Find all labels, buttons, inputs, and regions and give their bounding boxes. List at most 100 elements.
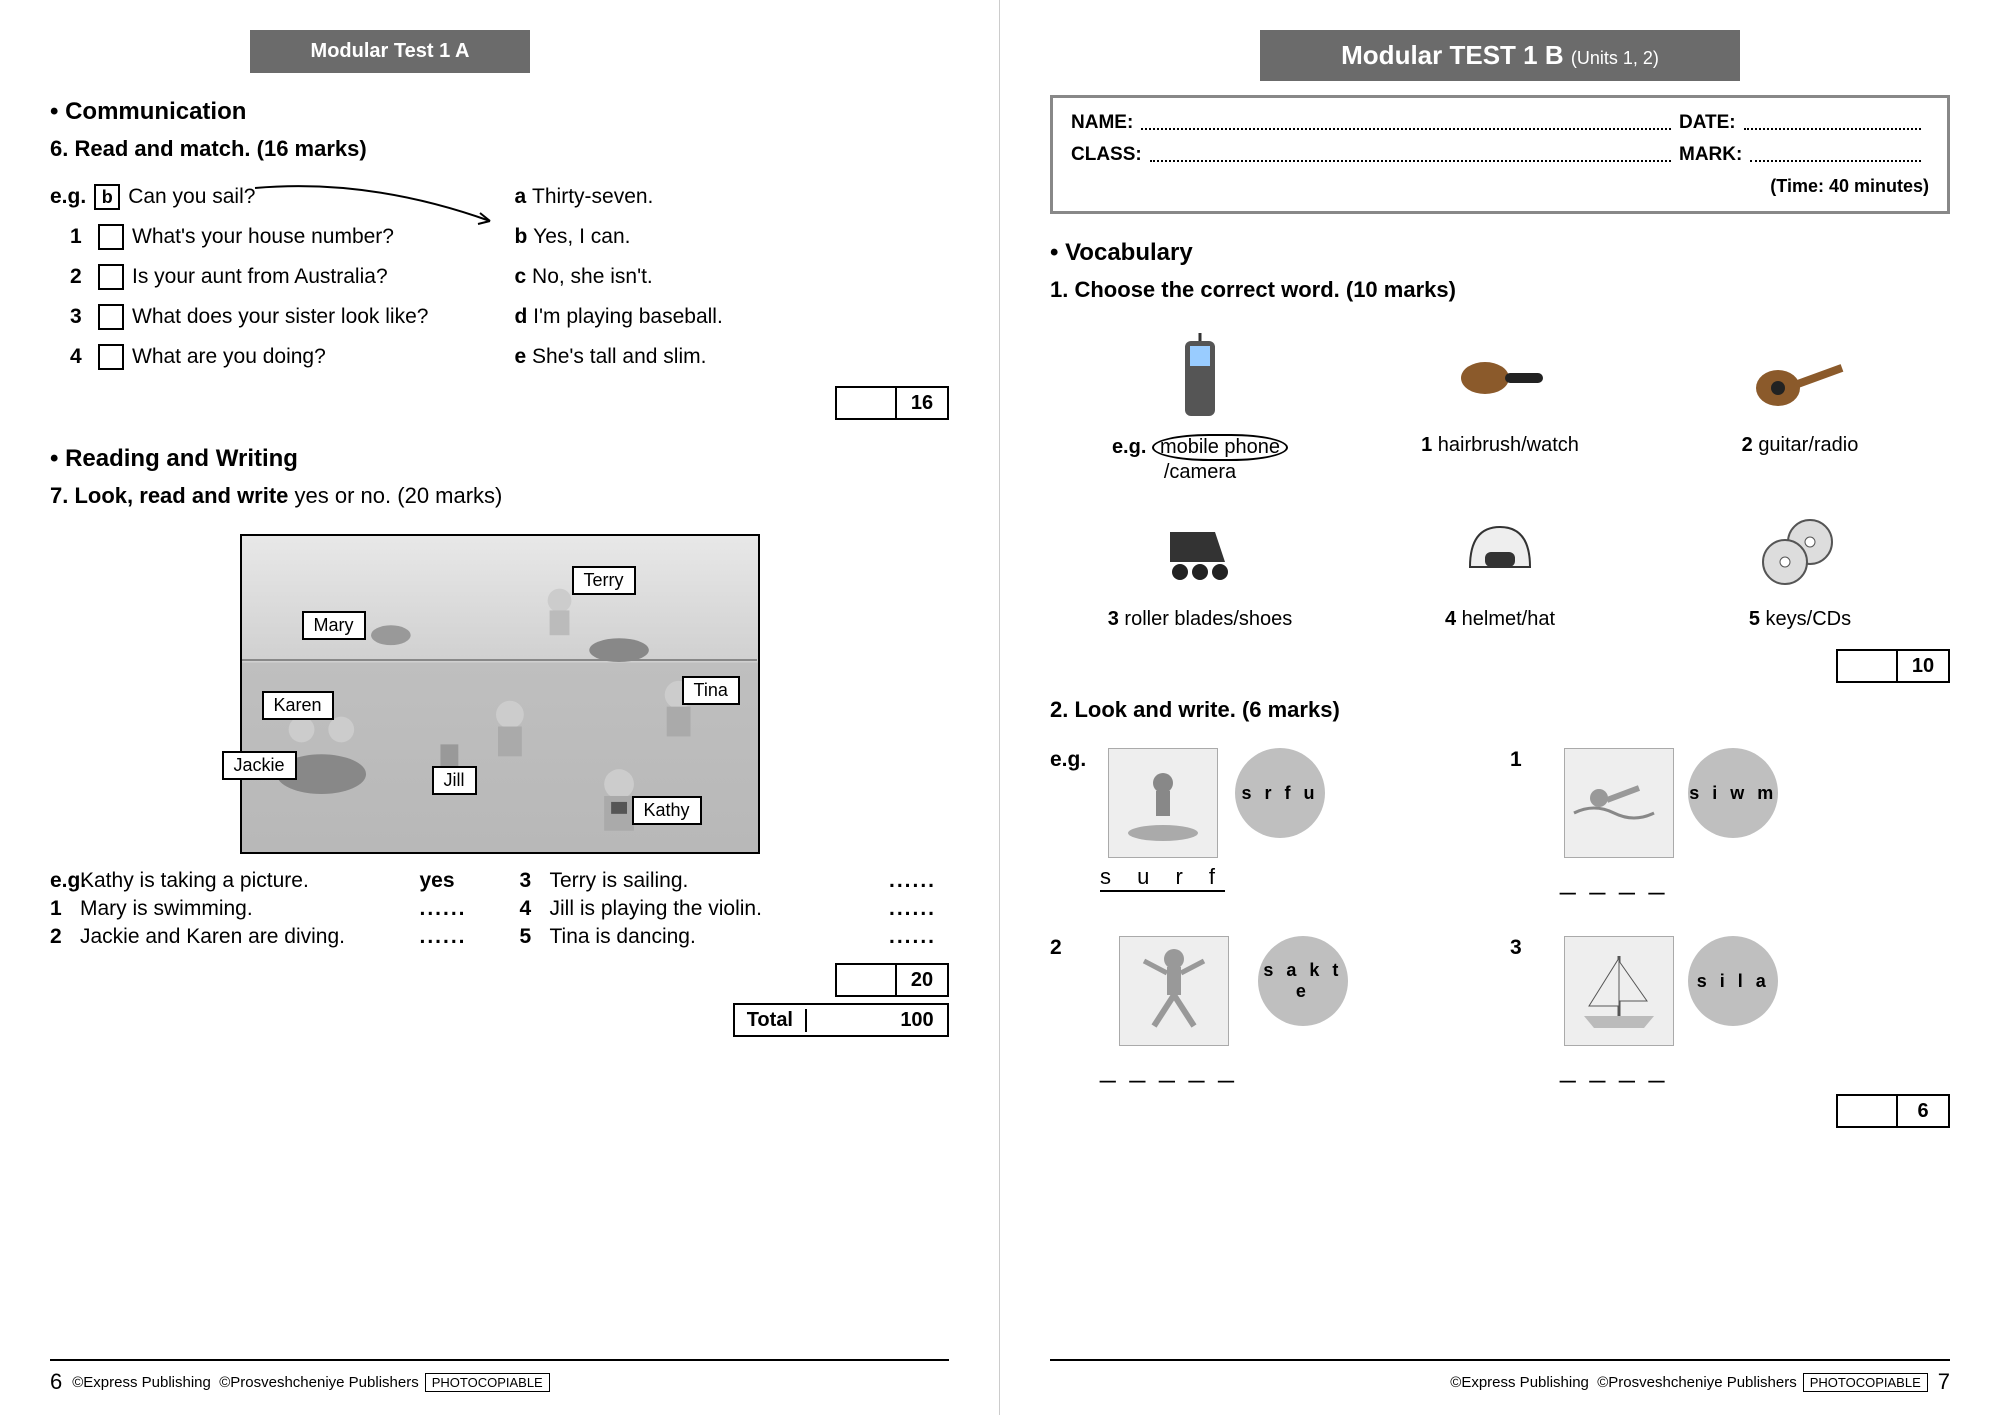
q6-eg-row: e.g. b Can you sail? [50, 177, 485, 217]
page-left: Modular Test 1 A Communication 6. Read a… [0, 0, 1000, 1415]
label-mary: Mary [302, 611, 366, 640]
q6-ans-c: c No, she isn't. [515, 257, 950, 297]
guitar-icon [1700, 328, 1900, 428]
vocab-5: 5 keys/CDs [1700, 502, 1900, 631]
q1-num: 1. [1050, 277, 1068, 302]
q6-row-2: 2 Is your aunt from Australia? [50, 257, 485, 297]
name-block: NAME: DATE: CLASS: MARK: (Time: 40 minut… [1050, 95, 1950, 214]
q6-n1: 1 [70, 217, 90, 257]
phone-icon [1100, 328, 1300, 428]
vocab-3: 3 roller blades/shoes [1100, 502, 1300, 631]
page-num-right: 7 [1938, 1369, 1950, 1395]
q2-3: 3 ____ s i l a [1510, 936, 1890, 1084]
label-terry: Terry [572, 566, 636, 595]
copy2-right: ©Prosveshcheniye Publishers [1597, 1374, 1796, 1391]
q6-answers: a Thirty-seven. b Yes, I can. c No, she … [515, 177, 950, 376]
nb-mark: MARK: [1679, 144, 1742, 166]
q2-score-row: 6 [1050, 1084, 1950, 1128]
eg-letter-box[interactable]: b [94, 184, 120, 210]
cds-icon [1700, 502, 1900, 602]
q2-grid: e.g. s u r f s r f u 1 ____ s i w m 2 __… [1050, 748, 1950, 1084]
q6-box-1[interactable] [98, 224, 124, 250]
q6-instruction: 6. Read and match. (16 marks) [50, 136, 949, 162]
label-jill: Jill [432, 766, 477, 795]
label-karen: Karen [262, 691, 334, 720]
q2-eg-letters: s r f u [1235, 748, 1325, 838]
rollerblades-icon [1100, 502, 1300, 602]
q2-3-blanks[interactable]: ____ [1560, 1052, 1678, 1084]
nb-class-field[interactable] [1150, 144, 1671, 162]
q6-n2: 2 [70, 257, 90, 297]
q2-score-max: 6 [1898, 1096, 1948, 1126]
total-box: Total 100 [733, 1003, 949, 1037]
q6-n3: 3 [70, 297, 90, 337]
q1-score-max: 10 [1898, 651, 1948, 681]
section-communication: Communication [50, 98, 949, 126]
q7-right-col: 3Terry is sailing....... 4Jill is playin… [520, 869, 950, 953]
nb-name-field[interactable] [1141, 112, 1671, 130]
vocab-row1: e.g. mobile phone/camera 1 hairbrush/wat… [1050, 328, 1950, 484]
vocab-2: 2 guitar/radio [1700, 328, 1900, 484]
q6-score-max: 16 [897, 388, 947, 418]
q7-score-blank[interactable] [837, 965, 897, 995]
q6-ans-e: e She's tall and slim. [515, 337, 950, 377]
label-jackie: Jackie [222, 751, 297, 780]
nb-name: NAME: [1071, 112, 1133, 134]
q2-score-box: 6 [1836, 1094, 1950, 1128]
q7-bold: Look, read and write [74, 483, 288, 508]
q6-row-4: 4 What are you doing? [50, 337, 485, 377]
banner-right-main: Modular TEST 1 B [1341, 40, 1571, 70]
q2-eg: e.g. s u r f s r f u [1050, 748, 1430, 896]
photocopiable-left: PHOTOCOPIABLE [425, 1373, 550, 1392]
q7-score-row: 20 [50, 953, 949, 997]
q1-score-blank[interactable] [1838, 651, 1898, 681]
q6-box-3[interactable] [98, 304, 124, 330]
q7-grid: e.g.Kathy is taking a picture.yes 1Mary … [50, 869, 949, 953]
q6-q4: What are you doing? [132, 337, 326, 377]
section-vocab: Vocabulary [1050, 239, 1950, 267]
q2-1-letters: s i w m [1688, 748, 1778, 838]
surf-icon [1108, 748, 1218, 858]
q2-2: 2 _____ s a k t e [1050, 936, 1430, 1084]
q2-eg-answer: s u r f [1100, 864, 1225, 890]
q1-instruction: 1. Choose the correct word. (10 marks) [1050, 277, 1950, 303]
q6-text: Read and match. (16 marks) [74, 136, 366, 161]
banner-left: Modular Test 1 A [250, 30, 530, 73]
nb-mark-field[interactable] [1750, 144, 1921, 162]
section-reading: Reading and Writing [50, 445, 949, 473]
q6-questions: e.g. b Can you sail? 1 What's your house… [50, 177, 485, 376]
q6-q1: What's your house number? [132, 217, 394, 257]
footer-right: ©Express Publishing ©Prosveshcheniye Pub… [1050, 1359, 1950, 1395]
q6-q2: Is your aunt from Australia? [132, 257, 388, 297]
q7-plain: yes or no. (20 marks) [288, 483, 502, 508]
q6-columns: e.g. b Can you sail? 1 What's your house… [50, 177, 949, 376]
nb-date-field[interactable] [1744, 112, 1921, 130]
q2-1-blanks[interactable]: ____ [1560, 864, 1678, 896]
time-note: (Time: 40 minutes) [1071, 176, 1929, 197]
q6-box-4[interactable] [98, 344, 124, 370]
label-tina: Tina [682, 676, 740, 705]
helmet-icon [1400, 502, 1600, 602]
q2-2-blanks[interactable]: _____ [1100, 1052, 1248, 1084]
nb-date: DATE: [1679, 112, 1736, 134]
q6-score-blank[interactable] [837, 388, 897, 418]
q1-score-box: 10 [1836, 649, 1950, 683]
copy1-left: ©Express Publishing [72, 1374, 211, 1391]
footer-left: 6 ©Express Publishing ©Prosveshcheniye P… [50, 1359, 949, 1395]
circled-answer: mobile phone [1152, 434, 1288, 461]
eg-label: e.g. [50, 177, 86, 217]
total-row: Total 100 [50, 1003, 949, 1037]
page-right: Modular TEST 1 B (Units 1, 2) NAME: DATE… [1000, 0, 2000, 1415]
vocab-4: 4 helmet/hat [1400, 502, 1600, 631]
banner-right-sub: (Units 1, 2) [1571, 48, 1659, 68]
q2-1: 1 ____ s i w m [1510, 748, 1890, 896]
hairbrush-icon [1400, 328, 1600, 428]
copy2-left: ©Prosveshcheniye Publishers [219, 1374, 418, 1391]
q6-ans-a: a Thirty-seven. [515, 177, 950, 217]
q2-score-blank[interactable] [1838, 1096, 1898, 1126]
q7-score-box: 20 [835, 963, 949, 997]
page-num-left: 6 [50, 1369, 62, 1395]
q6-box-2[interactable] [98, 264, 124, 290]
q6-row-1: 1 What's your house number? [50, 217, 485, 257]
q6-ans-b: b Yes, I can. [515, 217, 950, 257]
